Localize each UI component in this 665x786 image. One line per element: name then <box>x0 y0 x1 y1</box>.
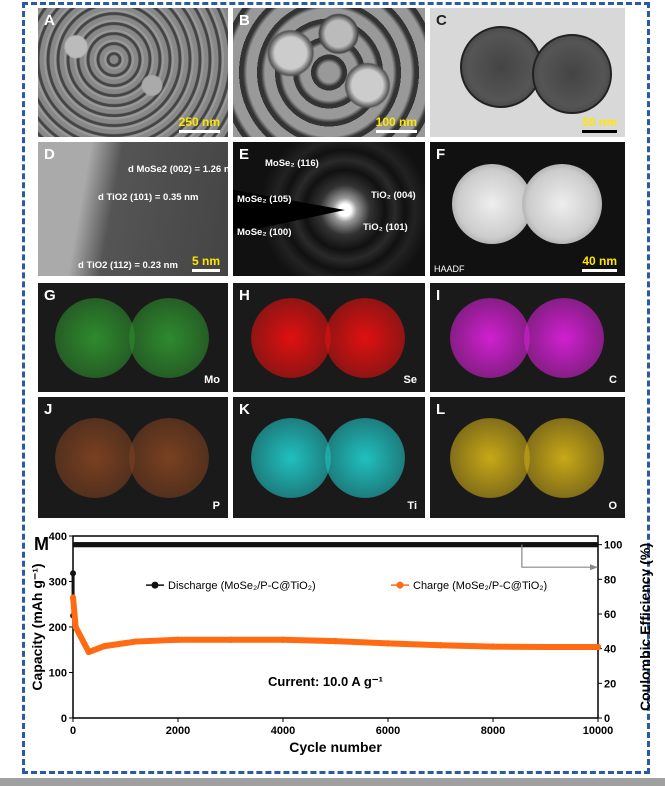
x-tick-label: 10000 <box>583 725 614 737</box>
panel-k-eds-map: K Ti <box>233 397 425 518</box>
y2-axis-label: Coulombic Efficiency (%) <box>637 543 653 711</box>
panel-i-eds-map: I C <box>430 283 625 392</box>
diffraction-ring-label: MoSe₂ (105) <box>237 194 292 205</box>
charge-point <box>85 649 92 656</box>
element-label: C <box>609 374 617 386</box>
y-axis-label: Capacity (mAh g⁻¹) <box>29 563 45 690</box>
y2-tick-label: 0 <box>604 713 610 725</box>
lattice-annotation: d TiO2 (101) = 0.35 nm <box>98 192 199 203</box>
x-tick-label: 2000 <box>166 725 190 737</box>
charge-point <box>332 638 339 645</box>
charge-point <box>133 638 139 645</box>
charge-point <box>72 624 79 630</box>
y-tick-label: 300 <box>49 577 67 589</box>
ce-axis-arrow-head <box>590 564 598 571</box>
charge-point <box>490 643 496 650</box>
panel-g-eds-map: G Mo <box>38 283 228 392</box>
current-annotation: Current: 10.0 A g⁻¹ <box>268 674 383 689</box>
panel-j-eds-map: J P <box>38 397 228 518</box>
charge-point <box>280 636 286 643</box>
element-label: Mo <box>204 374 220 386</box>
panel-e-saed: E MoSe₂ (116) MoSe₂ (105) MoSe₂ (100) Ti… <box>233 142 425 276</box>
scale-bar: 250 nm <box>178 115 220 133</box>
panel-label: F <box>436 146 446 163</box>
discharge-point <box>70 570 77 577</box>
panel-label: B <box>239 12 250 29</box>
panel-a-sem: A 250 nm <box>38 8 228 137</box>
charge-point <box>385 640 391 647</box>
panel-label: J <box>44 401 53 418</box>
y2-tick-label: 80 <box>604 574 616 586</box>
panel-label: E <box>239 146 250 163</box>
y-tick-label: 400 <box>49 531 67 543</box>
charge-point <box>175 636 181 643</box>
panel-label: K <box>239 401 250 418</box>
lattice-annotation: d MoSe2 (002) = 1.26 nm <box>128 164 228 175</box>
y2-tick-label: 60 <box>604 609 616 621</box>
cycling-chart: 0 2000 4000 6000 8000 10000010020030040002040… <box>29 531 653 755</box>
panel-label: I <box>436 287 441 304</box>
imaging-mode-label: HAADF <box>434 264 465 274</box>
x-tick-label: 8000 <box>481 725 505 737</box>
scale-bar: 100 nm <box>375 115 417 133</box>
bottom-scrollbar <box>0 778 665 786</box>
y2-tick-label: 40 <box>604 644 616 656</box>
charge-point <box>227 636 234 643</box>
panel-label: H <box>239 287 250 304</box>
legend-entry: Discharge (MoSe₂/P-C@TiO₂) <box>168 580 316 592</box>
x-tick-label: 4000 <box>271 725 295 737</box>
panel-d-hrtem: D d MoSe2 (002) = 1.26 nm d TiO2 (101) =… <box>38 142 228 276</box>
diffraction-ring-label: MoSe₂ (116) <box>265 158 319 169</box>
panel-label: G <box>44 287 56 304</box>
diffraction-ring-label: TiO₂ (101) <box>363 222 408 233</box>
panel-b-sem: B 100 nm <box>233 8 425 137</box>
y-tick-label: 100 <box>49 668 67 680</box>
panel-label-m: M <box>34 534 49 554</box>
x-tick-label: 6000 <box>376 725 400 737</box>
scale-bar: 40 nm <box>582 254 617 272</box>
legend-marker <box>151 581 159 589</box>
panel-l-eds-map: L O <box>430 397 625 518</box>
panel-label: D <box>44 146 55 163</box>
y2-tick-label: 20 <box>604 678 616 690</box>
charge-point <box>101 643 108 650</box>
charge-point <box>595 644 601 651</box>
ce-series <box>73 542 598 548</box>
diffraction-ring-label: TiO₂ (004) <box>371 190 416 201</box>
charge-point <box>437 642 444 649</box>
element-label: P <box>212 500 220 512</box>
charge-point <box>70 594 77 601</box>
element-label: Ti <box>407 500 417 512</box>
panel-h-eds-map: H Se <box>233 283 425 392</box>
y-tick-label: 0 <box>61 713 67 725</box>
ce-axis-arrow <box>521 544 594 568</box>
x-axis-label: Cycle number <box>289 739 382 755</box>
panel-f-haadf: F HAADF 40 nm <box>430 142 625 276</box>
charge-point <box>542 644 549 651</box>
lattice-annotation: d TiO2 (112) = 0.23 nm <box>78 260 178 271</box>
element-label: Se <box>403 374 417 386</box>
x-tick-label: 0 <box>70 725 76 737</box>
y-tick-label: 200 <box>49 622 67 634</box>
panel-label: C <box>436 12 447 29</box>
diffraction-ring-label: MoSe₂ (100) <box>237 227 292 238</box>
panel-c-tem: C 50 nm <box>430 8 625 137</box>
legend-marker <box>396 581 404 589</box>
scale-bar: 50 nm <box>582 115 617 133</box>
y2-tick-label: 100 <box>604 540 622 552</box>
panel-label: L <box>436 401 446 418</box>
legend-entry: Charge (MoSe₂/P-C@TiO₂) <box>413 580 547 592</box>
panel-label: A <box>44 12 55 29</box>
scale-bar: 5 nm <box>191 254 220 272</box>
figure-border <box>22 2 650 774</box>
element-label: O <box>608 500 617 512</box>
plot-frame <box>72 535 599 719</box>
